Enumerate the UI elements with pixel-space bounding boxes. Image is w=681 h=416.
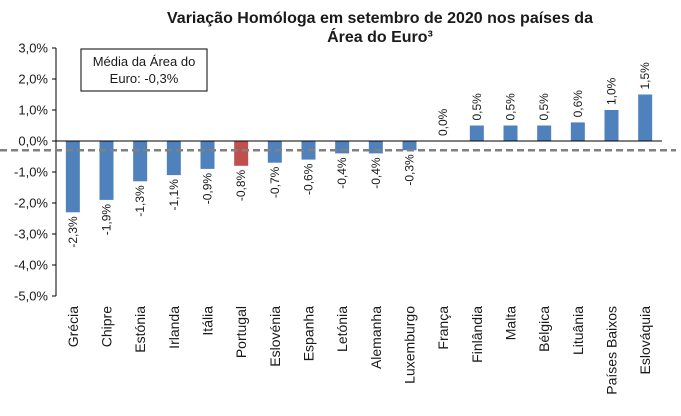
category-label: Estónia [132, 306, 148, 353]
y-tick-label: -5,0% [14, 289, 48, 304]
category-label: Chipre [99, 306, 115, 347]
category-label: Itália [200, 306, 216, 336]
y-tick-label: 0,0% [18, 134, 48, 149]
category-label: Grécia [65, 306, 81, 347]
bar [638, 94, 653, 141]
bar [166, 141, 181, 176]
data-label: -0,8% [234, 169, 248, 201]
data-label: -1,1% [167, 179, 181, 211]
data-label: 0,5% [537, 93, 551, 121]
category-label: Alemanha [368, 306, 384, 369]
data-labels: -2,3% -1,9% -1,3% -1,1% -0,9% -0,8% -0,7% -0,6%… [66, 62, 652, 248]
bar [267, 141, 282, 163]
category-label: Letónia [334, 306, 350, 352]
y-tick-label: 1,0% [18, 103, 48, 118]
y-tick-label: -2,0% [14, 196, 48, 211]
data-label: 1,5% [638, 62, 652, 90]
y-tick-label: 2,0% [18, 72, 48, 87]
bar [65, 141, 80, 213]
annotation-line-1: Média da Área do [93, 54, 196, 69]
category-label: Bélgica [536, 306, 552, 352]
y-tick-label: -1,0% [14, 165, 48, 180]
data-label: 1,0% [605, 77, 619, 105]
bar [234, 141, 249, 166]
bar [604, 110, 619, 141]
bar [570, 122, 585, 141]
data-label: 0,6% [571, 90, 585, 118]
category-label: Portugal [233, 306, 249, 358]
data-label: -0,6% [302, 163, 316, 195]
category-label: Eslováquia [637, 306, 653, 375]
category-labels: Grécia Chipre Estónia Irlanda Itália Portugal… [65, 306, 653, 395]
bar [503, 125, 518, 141]
bar [469, 125, 484, 141]
data-label: -1,3% [133, 185, 147, 217]
data-label: -0,4% [369, 157, 383, 189]
y-tick-label: -3,0% [14, 227, 48, 242]
category-label: França [435, 306, 451, 350]
category-label: Irlanda [166, 306, 182, 349]
bar [133, 141, 148, 182]
bar [99, 141, 114, 200]
category-label: Luxemburgo [402, 306, 418, 384]
data-label: 0,5% [504, 93, 518, 121]
data-label: -1,9% [100, 204, 114, 236]
data-label: -2,3% [66, 216, 80, 248]
bars [65, 94, 653, 213]
average-annotation: Média da Área do Euro: -0,3% [80, 48, 208, 92]
annotation-box [80, 48, 208, 92]
bar [200, 141, 215, 169]
chart-title-line-2: Área do Euro³ [327, 27, 433, 46]
data-label: 0,5% [470, 93, 484, 121]
data-label: -0,9% [201, 173, 215, 205]
data-label: -0,4% [335, 157, 349, 189]
y-tick-label: -4,0% [14, 258, 48, 273]
category-label: Lituânia [570, 306, 586, 355]
category-label: Espanha [301, 306, 317, 361]
category-label: Malta [503, 306, 519, 340]
bar [402, 141, 417, 151]
chart-title-line-1: Variação Homóloga em setembro de 2020 no… [167, 10, 593, 27]
category-label: Eslovénia [267, 306, 283, 367]
annotation-line-2: Euro: -0,3% [110, 71, 179, 86]
y-tick-label: 3,0% [18, 41, 48, 56]
data-label: -0,7% [268, 166, 282, 198]
data-label: 0,0% [436, 108, 450, 136]
data-label: -0,3% [403, 154, 417, 186]
bar [537, 125, 552, 141]
category-label: Finlândia [469, 306, 485, 363]
category-label: Países Baixos [604, 306, 620, 395]
y-axis: 3,0% 2,0% 1,0% 0,0% -1,0% -2,0% -3,0% -4,0% -5,0… [14, 41, 57, 304]
